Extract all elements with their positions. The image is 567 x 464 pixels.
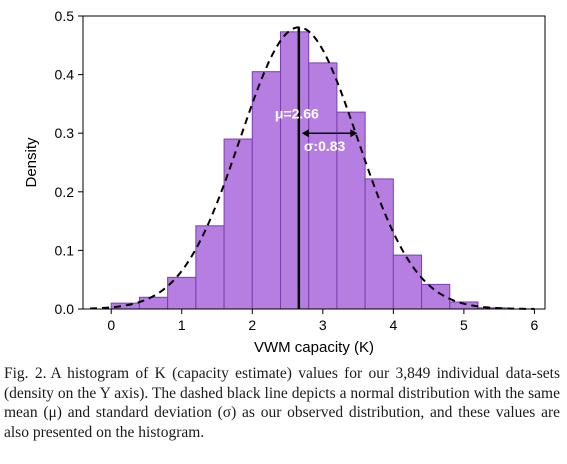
x-tick-label: 6	[531, 317, 539, 333]
mu-annotation: μ=2.66	[275, 106, 319, 122]
normal-curve	[90, 26, 535, 310]
x-tick-label: 5	[460, 317, 468, 333]
caption-text: A histogram of K (capacity estimate) val…	[4, 365, 560, 441]
x-tick-label: 2	[248, 317, 256, 333]
x-tick-label: 3	[319, 317, 327, 333]
x-tick-label: 4	[389, 317, 397, 333]
caption-label: Fig. 2.	[4, 365, 47, 382]
histogram-bar	[223, 138, 253, 310]
y-tick-label: 0.4	[55, 67, 75, 83]
plot-frame	[82, 15, 546, 310]
histogram-bars	[110, 31, 507, 310]
y-tick-label: 0.0	[55, 301, 75, 317]
histogram-bar	[421, 283, 451, 310]
x-axis: 0 1 2 3 4 5 6	[107, 309, 539, 333]
y-axis: 0.0 0.1 0.2 0.3 0.4 0.5	[55, 8, 83, 317]
histogram-bar	[308, 62, 338, 310]
histogram-bar	[364, 178, 394, 310]
sigma-arrow	[301, 129, 358, 138]
histogram-bar	[195, 225, 225, 310]
y-tick-label: 0.1	[55, 242, 75, 258]
sigma-annotation: σ:0.83	[304, 138, 346, 154]
histogram-figure: μ=2.66 σ:0.83 0 1 2 3 4 5 6 0.0 0.1 0.2 0.3 0.4 0.5…	[23, 8, 546, 356]
y-tick-label: 0.3	[55, 125, 75, 141]
x-axis-label: VWM capacity (K)	[254, 339, 374, 356]
y-axis-label: Density	[23, 137, 40, 188]
y-tick-label: 0.2	[55, 184, 75, 200]
x-tick-label: 1	[178, 317, 186, 333]
x-tick-label: 0	[107, 317, 115, 333]
histogram-bar	[138, 296, 169, 310]
y-tick-label: 0.5	[55, 8, 75, 24]
histogram-bar	[279, 31, 310, 310]
histogram-bar	[392, 254, 423, 310]
figure-caption: Fig. 2. A histogram of K (capacity estima…	[4, 364, 560, 442]
